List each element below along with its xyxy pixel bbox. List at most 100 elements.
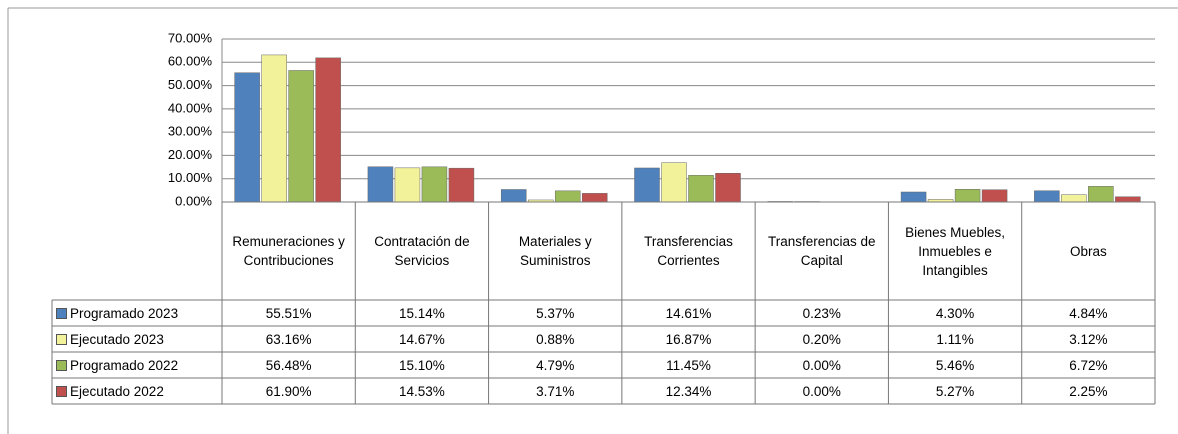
data-label: 14.67%	[355, 326, 488, 352]
legend-label: Ejecutado 2023	[70, 331, 164, 347]
data-label: 15.10%	[355, 352, 488, 378]
y-tick-label: 20.00%	[168, 147, 213, 162]
data-label: 0.23%	[755, 300, 888, 326]
data-label: 0.00%	[755, 378, 888, 404]
data-label-text: 0.00%	[802, 383, 841, 399]
x-tick-label: Bienes Muebles, Inmuebles e Intangibles	[888, 202, 1021, 300]
x-tick-label-text: Transferencias Corrientes	[644, 234, 733, 268]
data-label-text: 63.16%	[265, 331, 312, 347]
y-tick-label: 40.00%	[168, 100, 213, 115]
data-label-text: 0.88%	[536, 331, 575, 347]
data-label: 5.46%	[888, 352, 1021, 378]
data-label-text: 14.61%	[665, 305, 712, 321]
bar	[367, 166, 394, 203]
legend-entry: Ejecutado 2023	[52, 326, 222, 352]
bar	[448, 167, 475, 203]
x-tick-label: Contratación de Servicios	[355, 202, 488, 300]
data-label-text: 0.00%	[802, 357, 841, 373]
data-label: 63.16%	[222, 326, 355, 352]
legend-entry: Ejecutado 2022	[52, 378, 222, 404]
bar	[981, 189, 1008, 203]
data-label-text: 4.30%	[935, 305, 975, 321]
bar	[954, 189, 981, 203]
bar	[288, 70, 314, 203]
data-label-text: 5.37%	[536, 305, 575, 321]
data-label-text: 3.12%	[1069, 331, 1108, 347]
data-label: 3.12%	[1022, 326, 1155, 352]
data-label-text: 0.20%	[802, 331, 841, 347]
y-tick-label: 70.00%	[168, 30, 213, 45]
data-label: 16.87%	[622, 326, 755, 352]
data-label: 2.25%	[1022, 378, 1155, 404]
data-label: 4.84%	[1022, 300, 1155, 326]
data-label: 11.45%	[622, 352, 755, 378]
bar	[1061, 194, 1087, 203]
data-label-text: 15.14%	[399, 305, 445, 321]
data-label-text: 5.27%	[935, 383, 975, 399]
x-tick-label-text: Transferencias de Capital	[768, 234, 876, 268]
x-tick-label: Obras	[1022, 202, 1155, 300]
data-label-text: 3.71%	[536, 383, 575, 399]
data-label: 15.14%	[355, 300, 488, 326]
y-tick-label: 30.00%	[168, 124, 213, 139]
y-tick-label: 10.00%	[168, 170, 213, 185]
y-tick-label: 0.00%	[175, 193, 212, 208]
legend-entry: Programado 2023	[52, 300, 222, 326]
x-tick-label-text: Materiales y Suministros	[518, 234, 592, 268]
data-label: 56.48%	[222, 352, 355, 378]
legend-label: Ejecutado 2022	[70, 383, 164, 399]
legend-label: Programado 2022	[70, 357, 179, 373]
x-tick-label: Transferencias Corrientes	[622, 202, 755, 300]
data-label: 3.71%	[489, 378, 622, 404]
legend-key	[56, 359, 67, 371]
bar	[661, 162, 687, 203]
data-label-text: 2.25%	[1069, 383, 1108, 399]
x-tick-label: Transferencias de Capital	[755, 202, 888, 300]
data-label-text: 16.87%	[665, 331, 712, 347]
x-tick-label: Remuneraciones y Contribuciones	[222, 202, 355, 300]
bar	[315, 57, 341, 203]
data-label-text: 55.51%	[265, 305, 312, 321]
bar	[261, 54, 287, 203]
data-label-text: 15.10%	[399, 357, 445, 373]
data-label: 1.11%	[888, 326, 1021, 352]
bar	[234, 72, 260, 203]
data-label: 6.72%	[1022, 352, 1155, 378]
data-label: 0.88%	[489, 326, 622, 352]
data-label: 4.30%	[888, 300, 1021, 326]
data-label-text: 0.23%	[802, 305, 841, 321]
legend-key	[56, 307, 67, 319]
data-label-text: 56.48%	[265, 357, 312, 373]
bar	[581, 193, 608, 203]
bar	[634, 167, 660, 203]
x-tick-label-text: Bienes Muebles, Inmuebles e Intangibles	[905, 224, 1005, 278]
data-label-text: 4.79%	[536, 357, 575, 373]
data-label-text: 4.84%	[1069, 305, 1108, 321]
data-label: 0.00%	[755, 352, 888, 378]
data-label: 4.79%	[489, 352, 622, 378]
data-label-text: 11.45%	[666, 357, 711, 373]
data-label-text: 14.67%	[399, 331, 445, 347]
bar	[1088, 186, 1114, 203]
bar	[394, 167, 421, 203]
legend-entry: Programado 2022	[52, 352, 222, 378]
y-tick-label: 50.00%	[168, 77, 213, 92]
bar	[554, 190, 581, 203]
data-label-text: 14.53%	[399, 383, 445, 399]
data-label: 12.34%	[622, 378, 755, 404]
data-label: 61.90%	[222, 378, 355, 404]
data-label: 14.61%	[622, 300, 755, 326]
bar	[500, 189, 527, 203]
data-label: 5.37%	[489, 300, 622, 326]
bar	[1034, 190, 1060, 203]
y-tick-label: 60.00%	[168, 54, 213, 69]
data-label: 14.53%	[355, 378, 488, 404]
data-label: 55.51%	[222, 300, 355, 326]
x-tick-label-text: Contratación de Servicios	[374, 234, 470, 268]
data-label: 0.20%	[755, 326, 888, 352]
frame	[7, 7, 1178, 434]
bar	[715, 173, 741, 203]
data-label: 5.27%	[888, 378, 1021, 404]
